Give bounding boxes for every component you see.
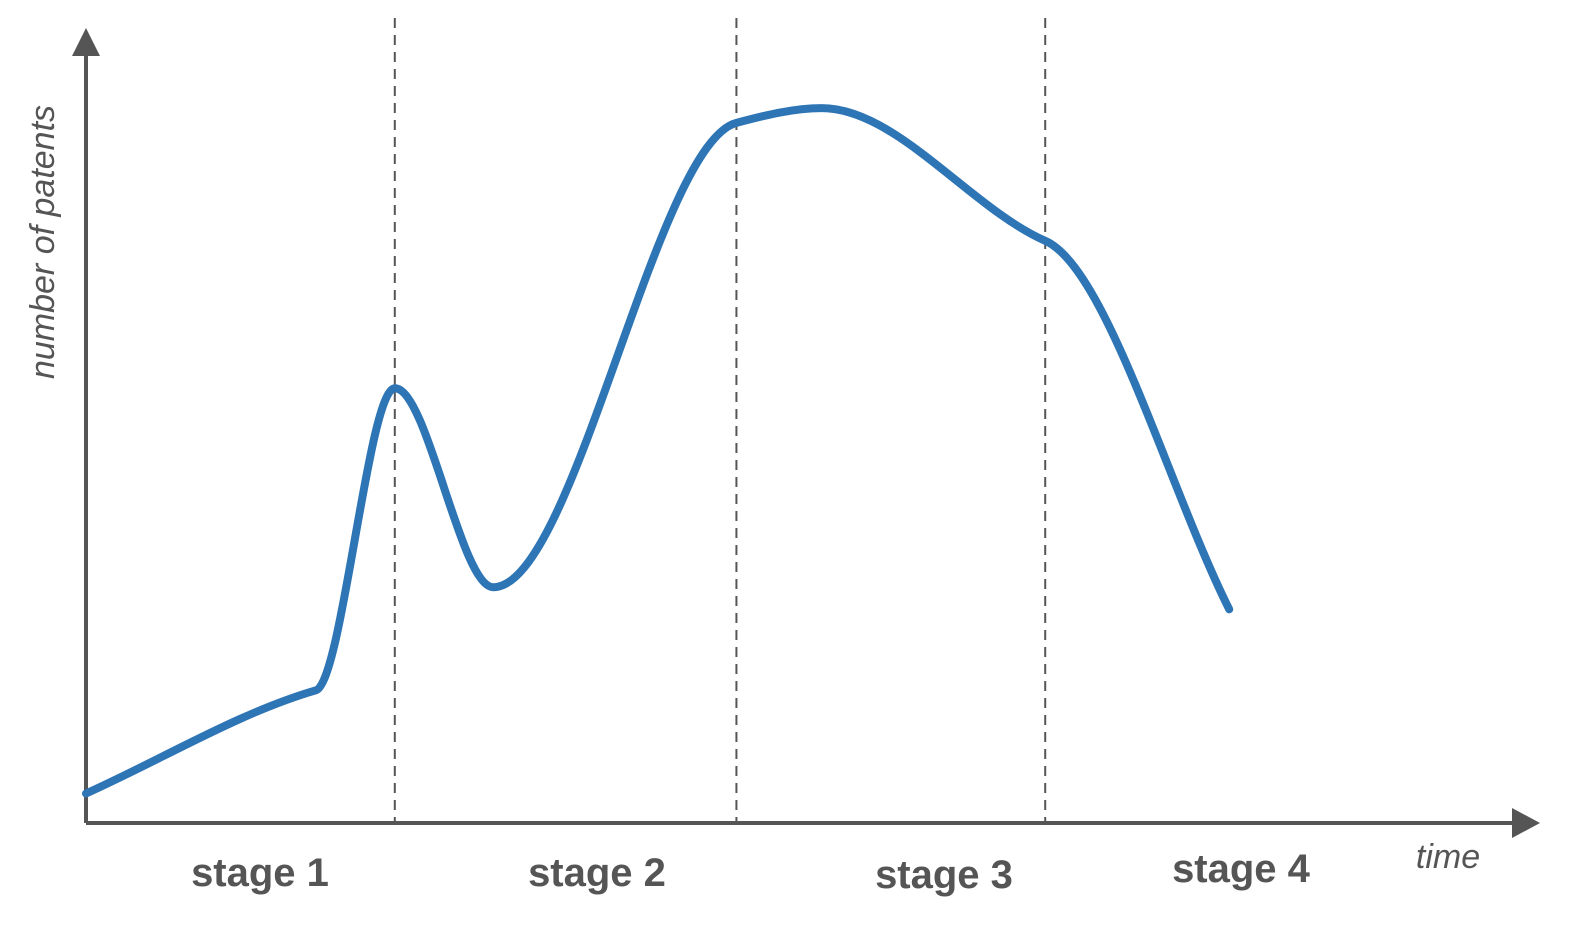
y-axis-title: number of patents xyxy=(24,105,62,379)
stage-2-label: stage 2 xyxy=(528,851,666,895)
y-axis-arrow xyxy=(72,28,100,56)
stage-3-label: stage 3 xyxy=(875,853,1013,897)
x-axis-arrow xyxy=(1512,808,1540,838)
stage-1-label: stage 1 xyxy=(191,851,329,895)
data-line xyxy=(82,104,1234,798)
stage-dividers xyxy=(393,18,1047,823)
stage-4-label: stage 4 xyxy=(1172,847,1311,891)
x-axis-title: time xyxy=(1416,838,1480,876)
